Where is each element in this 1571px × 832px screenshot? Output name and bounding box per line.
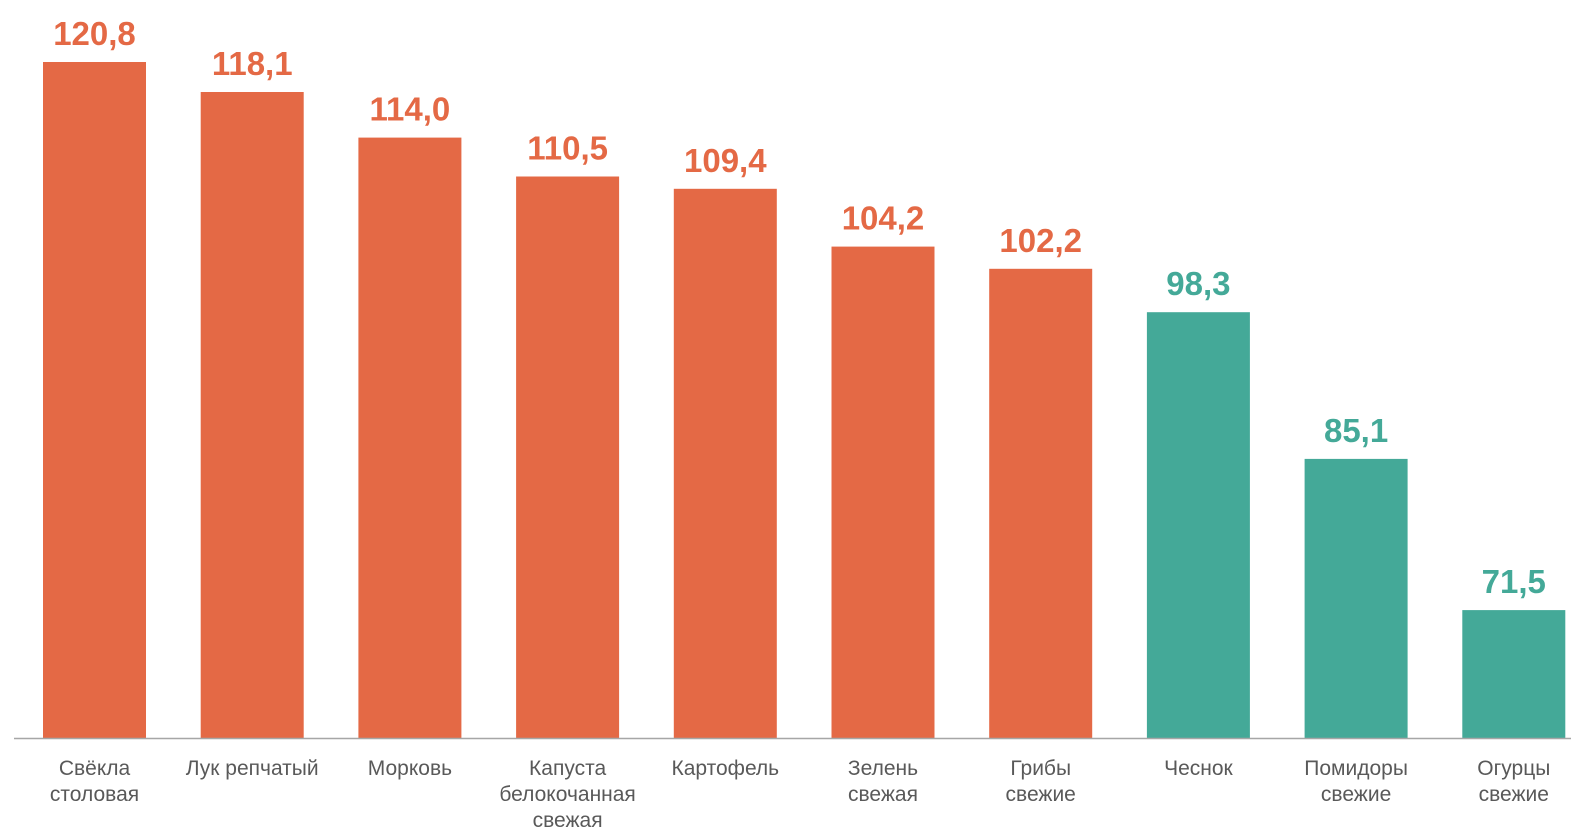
category-label-line: Морковь <box>368 757 452 780</box>
data-label-3: 114,0 <box>370 91 451 128</box>
bar-10 <box>1462 610 1566 738</box>
category-label-1: Свёкла столовая <box>50 757 139 806</box>
data-label-10: 71,5 <box>1482 563 1546 600</box>
category-label-line: свежие <box>1321 783 1391 806</box>
category-label-9: Помидоры свежие <box>1304 757 1408 806</box>
category-label-line: Свёкла <box>59 757 131 780</box>
data-label-8: 98,3 <box>1166 265 1230 302</box>
category-label-6: Зелень свежая <box>848 757 918 806</box>
category-label-line: Огурцы <box>1477 757 1550 780</box>
category-label-line: Лук репчатый <box>186 757 319 780</box>
category-label-line: Капуста <box>529 757 606 780</box>
category-label-line: свежие <box>1006 783 1076 806</box>
bar-8 <box>1146 312 1250 738</box>
category-label-5: Картофель <box>671 757 779 780</box>
category-label-line: Зелень <box>848 757 918 780</box>
category-label-10: Огурцы свежие <box>1477 757 1550 806</box>
bar-9 <box>1304 458 1408 738</box>
category-label-4: Капуста белокочанная свежая <box>499 757 635 832</box>
category-label-line: Чеснок <box>1164 757 1233 780</box>
data-label-4: 110,5 <box>527 130 608 167</box>
bar-7 <box>989 268 1093 738</box>
data-label-6: 104,2 <box>842 200 925 237</box>
category-label-line: Картофель <box>671 757 779 780</box>
category-label-line: свежая <box>533 809 603 832</box>
bar-2 <box>200 92 304 738</box>
category-label-line: Помидоры <box>1304 757 1408 780</box>
bar-3 <box>358 137 462 739</box>
category-label-line: Грибы <box>1010 757 1071 780</box>
category-label-line: свежая <box>848 783 918 806</box>
bar-1 <box>43 62 146 738</box>
bar-4 <box>516 176 620 738</box>
category-label-7: Грибы свежие <box>1006 757 1076 806</box>
data-label-2: 118,1 <box>212 45 293 82</box>
category-label-8: Чеснок <box>1164 757 1233 780</box>
category-label-line: свежие <box>1479 783 1549 806</box>
bar-5 <box>673 188 777 739</box>
category-label-line: столовая <box>50 783 139 806</box>
data-label-7: 102,2 <box>999 222 1082 259</box>
data-label-9: 85,1 <box>1324 412 1388 449</box>
data-label-5: 109,4 <box>684 142 767 179</box>
category-label-2: Лук репчатый <box>186 757 319 780</box>
data-label-1: 120,8 <box>53 15 136 52</box>
category-label-3: Морковь <box>368 757 452 780</box>
category-label-line: белокочанная <box>499 783 635 806</box>
bar-6 <box>831 246 935 738</box>
